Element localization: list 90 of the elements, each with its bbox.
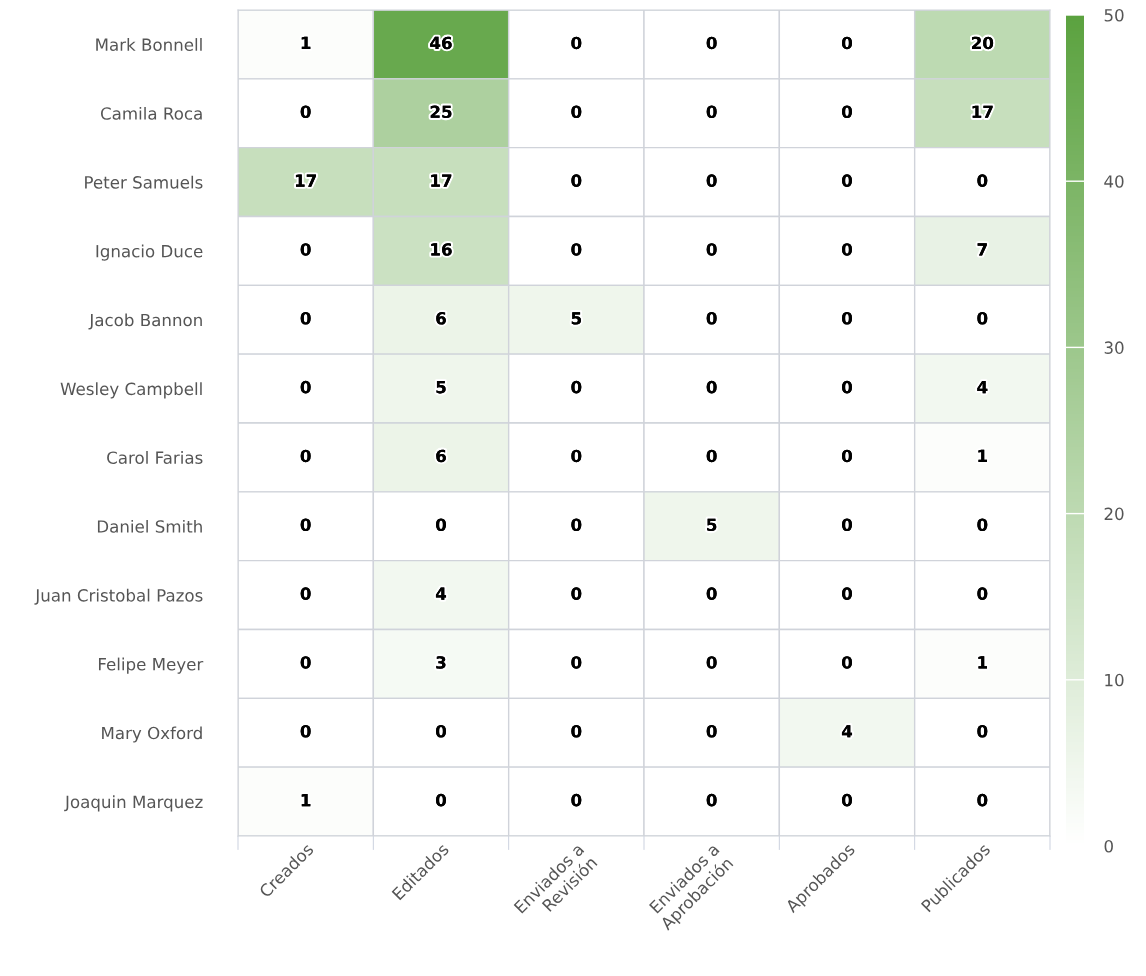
data-label: 0 bbox=[706, 793, 717, 807]
data-label: 1 bbox=[978, 449, 987, 463]
data-label: 0 bbox=[300, 518, 311, 532]
data-label: 0 bbox=[571, 380, 582, 394]
data-label: 0 bbox=[300, 587, 311, 600]
data-label: 5 bbox=[571, 312, 581, 325]
data-label: 25 bbox=[430, 105, 452, 119]
data-label: 16 bbox=[431, 243, 452, 256]
data-label: 6 bbox=[436, 311, 446, 325]
data-label: 0 bbox=[436, 793, 446, 807]
y-tick-label: Daniel Smith bbox=[97, 519, 202, 533]
data-label: 0 bbox=[571, 449, 582, 463]
data-label: 0 bbox=[571, 656, 582, 669]
y-tick-label: Carol Farias bbox=[107, 451, 203, 464]
data-label: 4 bbox=[435, 587, 447, 600]
data-label: 5 bbox=[707, 518, 717, 532]
data-label: 0 bbox=[300, 380, 311, 394]
data-label: 17 bbox=[972, 105, 993, 118]
data-label: 1 bbox=[978, 656, 987, 669]
color-bar-label: 30 bbox=[1104, 341, 1124, 354]
data-label: 0 bbox=[842, 793, 852, 807]
data-label: 0 bbox=[706, 105, 717, 119]
data-label: 20 bbox=[972, 36, 994, 50]
y-tick-label: Felipe Meyer bbox=[98, 657, 204, 674]
data-label: 0 bbox=[571, 793, 582, 807]
data-label: 0 bbox=[706, 587, 717, 600]
data-label: 4 bbox=[977, 381, 988, 394]
y-tick-label: Peter Samuels bbox=[85, 175, 203, 189]
data-label: 0 bbox=[300, 449, 311, 463]
y-tick-label: Joaquin Marquez bbox=[64, 795, 203, 812]
data-label: 4 bbox=[841, 725, 853, 738]
data-label: 0 bbox=[706, 380, 717, 394]
y-tick-label: Camila Roca bbox=[100, 106, 202, 120]
data-label: 0 bbox=[977, 311, 988, 325]
data-label: 0 bbox=[842, 380, 852, 394]
data-label: 0 bbox=[842, 36, 852, 50]
data-label: 0 bbox=[706, 724, 717, 738]
data-label: 0 bbox=[571, 518, 582, 532]
data-label: 0 bbox=[300, 724, 311, 738]
data-label: 0 bbox=[300, 243, 311, 256]
color-bar-label: 50 bbox=[1104, 8, 1124, 22]
data-label: 0 bbox=[977, 587, 988, 600]
data-label: 0 bbox=[571, 105, 582, 119]
data-label: 0 bbox=[571, 36, 582, 50]
data-label: 0 bbox=[571, 587, 582, 600]
data-label: 0 bbox=[706, 243, 717, 256]
color-bar-label: 10 bbox=[1105, 673, 1124, 687]
data-label: 0 bbox=[842, 311, 852, 325]
y-tick-label: Jacob Bannon bbox=[88, 313, 202, 330]
data-label: 0 bbox=[842, 105, 852, 119]
color-bar-label: 40 bbox=[1104, 175, 1124, 188]
data-label: 0 bbox=[436, 518, 446, 532]
data-label: 0 bbox=[842, 518, 852, 532]
data-label: 1 bbox=[301, 36, 311, 50]
data-label: 0 bbox=[977, 793, 988, 807]
y-tick-label: Mark Bonnell bbox=[96, 38, 202, 51]
data-label: 0 bbox=[706, 36, 717, 50]
color-bar-label: 20 bbox=[1104, 507, 1124, 521]
data-label: 0 bbox=[300, 105, 311, 119]
data-label: 0 bbox=[842, 174, 852, 187]
data-label: 0 bbox=[706, 311, 717, 325]
data-label: 1 bbox=[301, 794, 311, 807]
data-label: 0 bbox=[300, 656, 311, 669]
data-label: 0 bbox=[977, 518, 988, 532]
data-label: 0 bbox=[842, 587, 852, 600]
data-label: 0 bbox=[706, 656, 717, 669]
y-tick-label: Juan Cristobal Pazos bbox=[34, 588, 203, 605]
data-label: 0 bbox=[977, 724, 988, 738]
y-tick-label: Wesley Campbell bbox=[60, 382, 202, 399]
y-tick-label: Mary Oxford bbox=[102, 726, 202, 743]
data-label: 6 bbox=[436, 449, 446, 463]
data-label: 0 bbox=[842, 449, 852, 463]
data-label: 7 bbox=[977, 243, 987, 256]
data-label: 0 bbox=[436, 724, 446, 738]
data-label: 3 bbox=[436, 656, 446, 669]
data-label: 5 bbox=[436, 381, 446, 394]
color-bar-label: 0 bbox=[1104, 839, 1113, 853]
data-label: 0 bbox=[842, 656, 852, 669]
data-label: 0 bbox=[300, 311, 311, 325]
data-label: 17 bbox=[295, 174, 316, 187]
data-label: 0 bbox=[977, 174, 988, 187]
data-label: 0 bbox=[842, 243, 852, 256]
data-label: 17 bbox=[431, 174, 452, 187]
data-label: 0 bbox=[571, 724, 582, 738]
data-label: 0 bbox=[571, 243, 582, 256]
data-label: 46 bbox=[430, 36, 452, 50]
data-label: 0 bbox=[706, 174, 717, 187]
y-tick-label: Ignacio Duce bbox=[96, 244, 203, 261]
data-label: 0 bbox=[571, 174, 582, 187]
data-label: 0 bbox=[706, 449, 717, 463]
